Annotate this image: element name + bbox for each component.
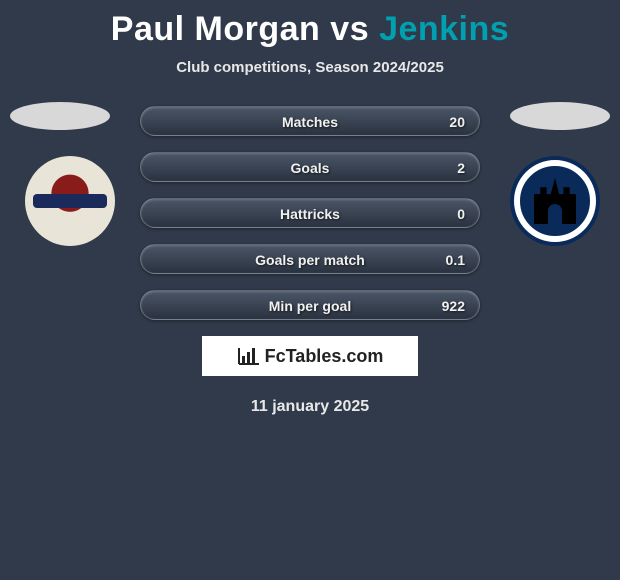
stat-row-min-per-goal: Min per goal 922 <box>140 290 480 320</box>
player1-photo-placeholder <box>10 102 110 130</box>
stat-value: 2 <box>457 153 465 183</box>
stat-value: 0 <box>457 199 465 229</box>
stat-label: Hattricks <box>141 199 479 229</box>
player1-club-crest <box>25 156 115 246</box>
comparison-title: Paul Morgan vs Jenkins <box>0 0 620 49</box>
main-area: Matches 20 Goals 2 Hattricks 0 Goals per… <box>0 106 620 416</box>
stat-label: Matches <box>141 107 479 137</box>
brand-box[interactable]: FcTables.com <box>202 336 418 376</box>
stat-row-hattricks: Hattricks 0 <box>140 198 480 228</box>
brand-text: FcTables.com <box>265 346 384 367</box>
stats-list: Matches 20 Goals 2 Hattricks 0 Goals per… <box>140 106 480 320</box>
stat-value: 922 <box>442 291 465 321</box>
stat-value: 20 <box>449 107 465 137</box>
stat-label: Min per goal <box>141 291 479 321</box>
stat-label: Goals <box>141 153 479 183</box>
vs-label: vs <box>330 10 369 48</box>
stat-row-goals: Goals 2 <box>140 152 480 182</box>
date-label: 11 january 2025 <box>0 398 620 416</box>
stat-row-goals-per-match: Goals per match 0.1 <box>140 244 480 274</box>
player2-photo-placeholder <box>510 102 610 130</box>
stat-label: Goals per match <box>141 245 479 275</box>
player2-name: Jenkins <box>379 10 509 48</box>
stat-value: 0.1 <box>446 245 465 275</box>
subtitle: Club competitions, Season 2024/2025 <box>0 59 620 76</box>
chart-icon <box>237 346 261 366</box>
player2-club-crest <box>510 156 600 246</box>
player1-name: Paul Morgan <box>111 10 321 48</box>
stat-row-matches: Matches 20 <box>140 106 480 136</box>
